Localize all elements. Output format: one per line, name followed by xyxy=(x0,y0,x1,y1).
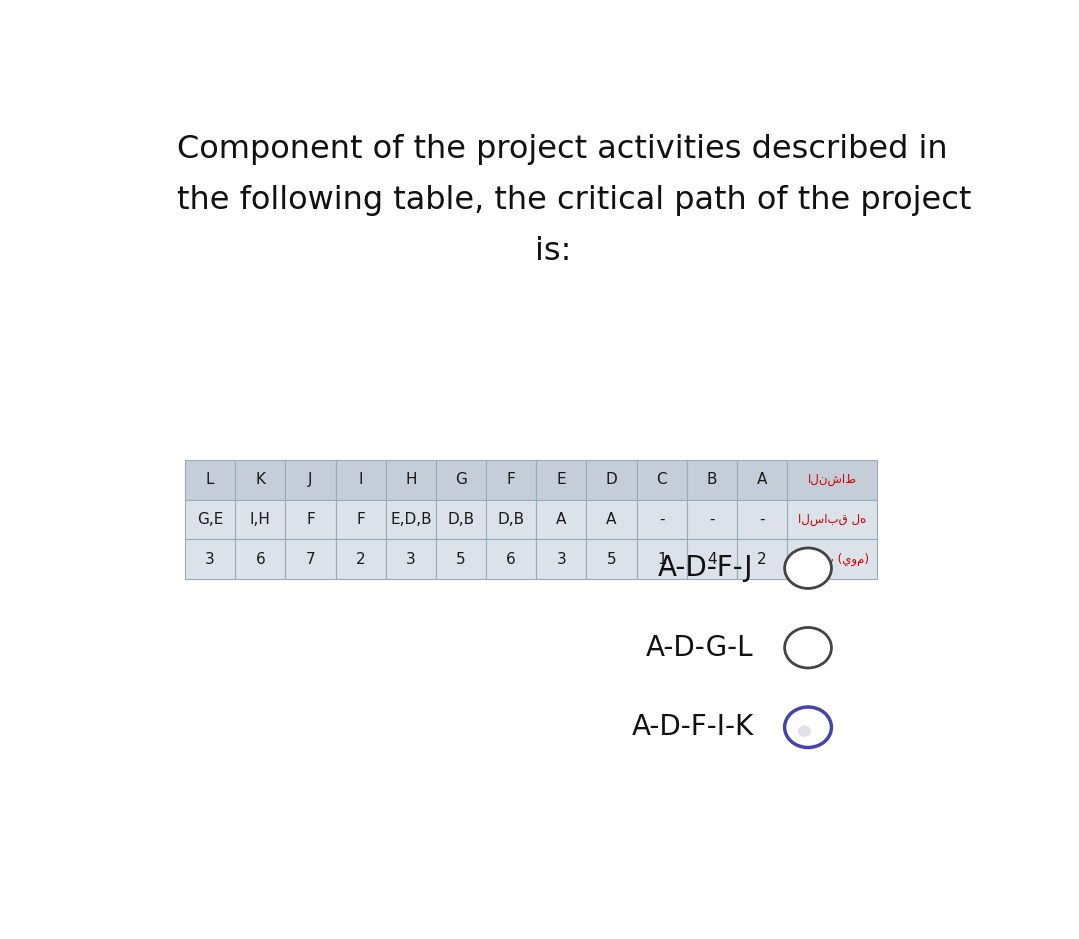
FancyBboxPatch shape xyxy=(587,539,637,579)
Text: السابق له: السابق له xyxy=(798,513,866,526)
Text: D,B: D,B xyxy=(497,512,524,527)
Text: the following table, the critical path of the project: the following table, the critical path o… xyxy=(177,185,971,216)
Text: G,E: G,E xyxy=(197,512,223,527)
Text: L: L xyxy=(206,472,215,487)
FancyBboxPatch shape xyxy=(186,500,235,539)
FancyBboxPatch shape xyxy=(186,539,235,579)
FancyBboxPatch shape xyxy=(336,460,386,500)
FancyBboxPatch shape xyxy=(386,500,436,539)
FancyBboxPatch shape xyxy=(788,539,877,579)
FancyBboxPatch shape xyxy=(587,500,637,539)
FancyBboxPatch shape xyxy=(737,460,788,500)
Text: 6: 6 xyxy=(256,551,265,566)
Text: J: J xyxy=(309,472,313,487)
FancyBboxPatch shape xyxy=(687,500,737,539)
Text: 3: 3 xyxy=(406,551,415,566)
FancyBboxPatch shape xyxy=(285,539,336,579)
Text: 3: 3 xyxy=(557,551,566,566)
FancyBboxPatch shape xyxy=(637,460,687,500)
Text: Component of the project activities described in: Component of the project activities desc… xyxy=(177,134,947,165)
Text: D,B: D,B xyxy=(448,512,475,527)
Text: F: F xyxy=(507,472,516,487)
FancyBboxPatch shape xyxy=(336,539,386,579)
FancyBboxPatch shape xyxy=(536,460,587,500)
FancyBboxPatch shape xyxy=(235,539,285,579)
Text: G: G xyxy=(455,472,467,487)
Text: E,D,B: E,D,B xyxy=(390,512,432,527)
Text: 5: 5 xyxy=(606,551,616,566)
Text: E: E xyxy=(557,472,566,487)
Text: 1: 1 xyxy=(657,551,667,566)
FancyBboxPatch shape xyxy=(186,460,235,500)
Text: I,H: I,H xyxy=(250,512,271,527)
FancyBboxPatch shape xyxy=(737,500,788,539)
Text: -: - xyxy=(659,512,665,527)
FancyBboxPatch shape xyxy=(687,460,737,500)
FancyBboxPatch shape xyxy=(235,500,285,539)
Text: A: A xyxy=(556,512,566,527)
Circle shape xyxy=(784,707,832,747)
Text: الوقت (يوم): الوقت (يوم) xyxy=(796,552,869,565)
Text: 7: 7 xyxy=(305,551,315,566)
FancyBboxPatch shape xyxy=(436,500,486,539)
Text: I: I xyxy=(358,472,363,487)
FancyBboxPatch shape xyxy=(486,500,536,539)
Text: -: - xyxy=(760,512,765,527)
FancyBboxPatch shape xyxy=(285,460,336,500)
Text: A-D-F-J: A-D-F-J xyxy=(658,554,753,582)
FancyBboxPatch shape xyxy=(386,460,436,500)
FancyBboxPatch shape xyxy=(436,460,486,500)
Text: F: F xyxy=(306,512,315,527)
FancyBboxPatch shape xyxy=(486,460,536,500)
FancyBboxPatch shape xyxy=(436,539,486,579)
Circle shape xyxy=(784,548,832,589)
Text: F: F xyxy=(356,512,365,527)
Text: 5: 5 xyxy=(456,551,466,566)
FancyBboxPatch shape xyxy=(235,460,285,500)
Text: 2: 2 xyxy=(356,551,366,566)
Text: 6: 6 xyxy=(506,551,516,566)
FancyBboxPatch shape xyxy=(788,460,877,500)
Circle shape xyxy=(798,726,811,737)
Text: -: - xyxy=(709,512,714,527)
FancyBboxPatch shape xyxy=(687,539,737,579)
Text: A-D-G-L: A-D-G-L xyxy=(646,634,753,662)
FancyBboxPatch shape xyxy=(536,539,587,579)
FancyBboxPatch shape xyxy=(737,539,788,579)
FancyBboxPatch shape xyxy=(336,500,386,539)
Text: B: B xyxy=(707,472,718,487)
Text: D: D xyxy=(605,472,617,487)
Text: A: A xyxy=(606,512,617,527)
Text: is:: is: xyxy=(535,236,571,267)
Text: H: H xyxy=(405,472,416,487)
FancyBboxPatch shape xyxy=(637,539,687,579)
Text: 3: 3 xyxy=(205,551,215,566)
FancyBboxPatch shape xyxy=(637,500,687,539)
FancyBboxPatch shape xyxy=(386,539,436,579)
Text: K: K xyxy=(256,472,265,487)
FancyBboxPatch shape xyxy=(788,500,877,539)
Circle shape xyxy=(784,627,832,668)
Text: A: A xyxy=(756,472,767,487)
Text: A-D-F-I-K: A-D-F-I-K xyxy=(631,714,753,741)
FancyBboxPatch shape xyxy=(285,500,336,539)
Text: النشاط: النشاط xyxy=(808,473,857,486)
Text: 4: 4 xyxy=(707,551,716,566)
FancyBboxPatch shape xyxy=(536,500,587,539)
Text: C: C xyxy=(656,472,667,487)
FancyBboxPatch shape xyxy=(486,539,536,579)
FancyBboxPatch shape xyxy=(587,460,637,500)
Text: 2: 2 xyxy=(757,551,767,566)
